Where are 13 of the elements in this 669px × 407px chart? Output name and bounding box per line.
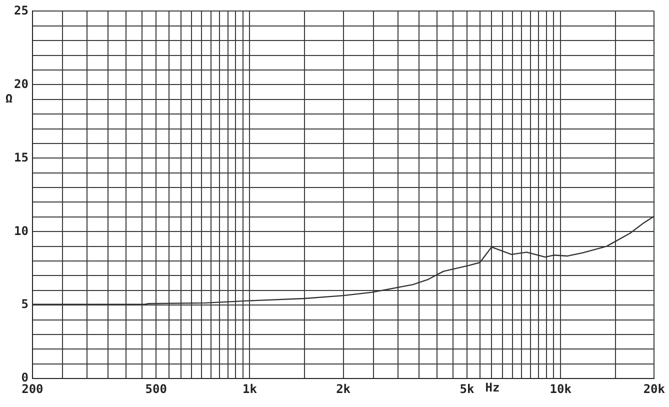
x-tick-label: 2k: [336, 382, 352, 396]
x-axis-title: Hz: [485, 380, 500, 395]
x-tick-label: 500: [145, 382, 167, 396]
x-tick-label: 20k: [643, 382, 666, 396]
y-tick-label: 25: [14, 3, 28, 18]
x-tick-label: 1k: [242, 382, 258, 396]
x-tick-label: 10k: [550, 382, 572, 396]
y-tick-label: 20: [14, 76, 28, 91]
y-axis-title: Ω: [5, 92, 13, 106]
y-tick-label: 10: [14, 224, 28, 238]
y-tick-label: 15: [14, 150, 28, 164]
x-tick-label: 5k: [460, 382, 476, 396]
y-tick-label: 5: [21, 297, 28, 312]
